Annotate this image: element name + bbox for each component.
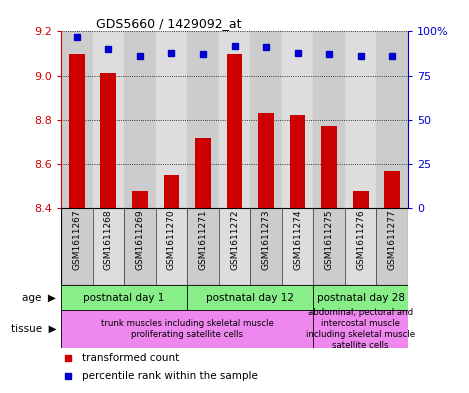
Text: GSM1611274: GSM1611274 — [293, 210, 302, 270]
Bar — [61, 310, 313, 348]
Bar — [124, 31, 156, 208]
Text: GSM1611270: GSM1611270 — [167, 210, 176, 270]
Bar — [313, 31, 345, 208]
Text: postnatal day 1: postnatal day 1 — [83, 293, 165, 303]
Bar — [219, 208, 250, 285]
Text: GSM1611276: GSM1611276 — [356, 210, 365, 270]
Text: GSM1611277: GSM1611277 — [388, 210, 397, 270]
Text: GSM1611271: GSM1611271 — [198, 210, 207, 270]
Bar — [250, 208, 282, 285]
Bar — [321, 127, 337, 208]
Bar — [132, 191, 148, 208]
Text: percentile rank within the sample: percentile rank within the sample — [82, 371, 257, 381]
Bar — [195, 138, 211, 208]
Text: GSM1611273: GSM1611273 — [262, 210, 271, 270]
Bar — [313, 208, 345, 285]
Text: GSM1611267: GSM1611267 — [72, 210, 81, 270]
Bar — [61, 31, 92, 208]
Bar — [282, 31, 313, 208]
Text: trunk muscles including skeletal muscle
proliferating satellite cells: trunk muscles including skeletal muscle … — [101, 319, 273, 339]
Text: GDS5660 / 1429092_at: GDS5660 / 1429092_at — [96, 17, 241, 30]
Bar — [353, 191, 369, 208]
Bar — [313, 285, 408, 310]
Bar — [282, 208, 313, 285]
Text: GSM1611269: GSM1611269 — [136, 210, 144, 270]
Bar — [187, 208, 219, 285]
Bar — [156, 31, 187, 208]
Text: abdominal, pectoral and
intercostal muscle
including skeletal muscle
satellite c: abdominal, pectoral and intercostal musc… — [306, 308, 415, 350]
Bar — [187, 285, 313, 310]
Text: GSM1611275: GSM1611275 — [325, 210, 333, 270]
Bar — [377, 31, 408, 208]
Text: tissue  ▶: tissue ▶ — [11, 324, 56, 334]
Text: GSM1611268: GSM1611268 — [104, 210, 113, 270]
Bar — [219, 31, 250, 208]
Bar — [69, 53, 84, 208]
Bar — [345, 208, 377, 285]
Bar — [313, 310, 408, 348]
Text: postnatal day 28: postnatal day 28 — [317, 293, 405, 303]
Bar — [92, 208, 124, 285]
Bar — [187, 31, 219, 208]
Bar — [156, 208, 187, 285]
Bar — [258, 113, 274, 208]
Bar — [100, 73, 116, 208]
Text: transformed count: transformed count — [82, 353, 179, 363]
Bar — [250, 31, 282, 208]
Bar — [164, 175, 179, 208]
Bar — [377, 208, 408, 285]
Text: age  ▶: age ▶ — [23, 293, 56, 303]
Text: postnatal day 12: postnatal day 12 — [206, 293, 294, 303]
Bar — [61, 208, 92, 285]
Bar — [345, 31, 377, 208]
Bar — [227, 53, 242, 208]
Bar — [124, 208, 156, 285]
Bar — [385, 171, 400, 208]
Bar — [61, 285, 187, 310]
Bar — [92, 31, 124, 208]
Bar — [290, 116, 305, 208]
Text: GSM1611272: GSM1611272 — [230, 210, 239, 270]
